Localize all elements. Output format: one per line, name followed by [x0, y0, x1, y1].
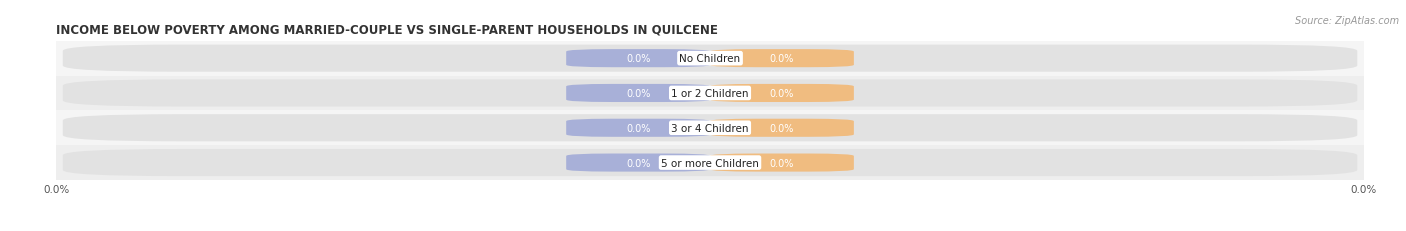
- Text: 0.0%: 0.0%: [769, 123, 794, 133]
- FancyBboxPatch shape: [710, 85, 853, 103]
- FancyBboxPatch shape: [63, 115, 1357, 142]
- Text: 0.0%: 0.0%: [626, 158, 651, 168]
- Bar: [56, 111, 1364, 146]
- FancyBboxPatch shape: [567, 154, 710, 172]
- Text: 0.0%: 0.0%: [626, 123, 651, 133]
- FancyBboxPatch shape: [710, 154, 853, 172]
- Text: 3 or 4 Children: 3 or 4 Children: [671, 123, 749, 133]
- Text: 0.0%: 0.0%: [769, 158, 794, 168]
- Bar: [56, 146, 1364, 180]
- Text: 5 or more Children: 5 or more Children: [661, 158, 759, 168]
- FancyBboxPatch shape: [63, 46, 1357, 73]
- Bar: [56, 76, 1364, 111]
- Text: 0.0%: 0.0%: [626, 54, 651, 64]
- FancyBboxPatch shape: [63, 80, 1357, 107]
- Text: 0.0%: 0.0%: [769, 54, 794, 64]
- Text: 0.0%: 0.0%: [626, 88, 651, 99]
- FancyBboxPatch shape: [710, 50, 853, 68]
- Bar: [56, 42, 1364, 76]
- Text: 0.0%: 0.0%: [769, 88, 794, 99]
- FancyBboxPatch shape: [567, 50, 710, 68]
- FancyBboxPatch shape: [63, 149, 1357, 176]
- Text: 1 or 2 Children: 1 or 2 Children: [671, 88, 749, 99]
- Text: Source: ZipAtlas.com: Source: ZipAtlas.com: [1295, 16, 1399, 26]
- FancyBboxPatch shape: [567, 119, 710, 137]
- FancyBboxPatch shape: [567, 85, 710, 103]
- FancyBboxPatch shape: [710, 119, 853, 137]
- Text: INCOME BELOW POVERTY AMONG MARRIED-COUPLE VS SINGLE-PARENT HOUSEHOLDS IN QUILCEN: INCOME BELOW POVERTY AMONG MARRIED-COUPL…: [56, 23, 718, 36]
- Text: No Children: No Children: [679, 54, 741, 64]
